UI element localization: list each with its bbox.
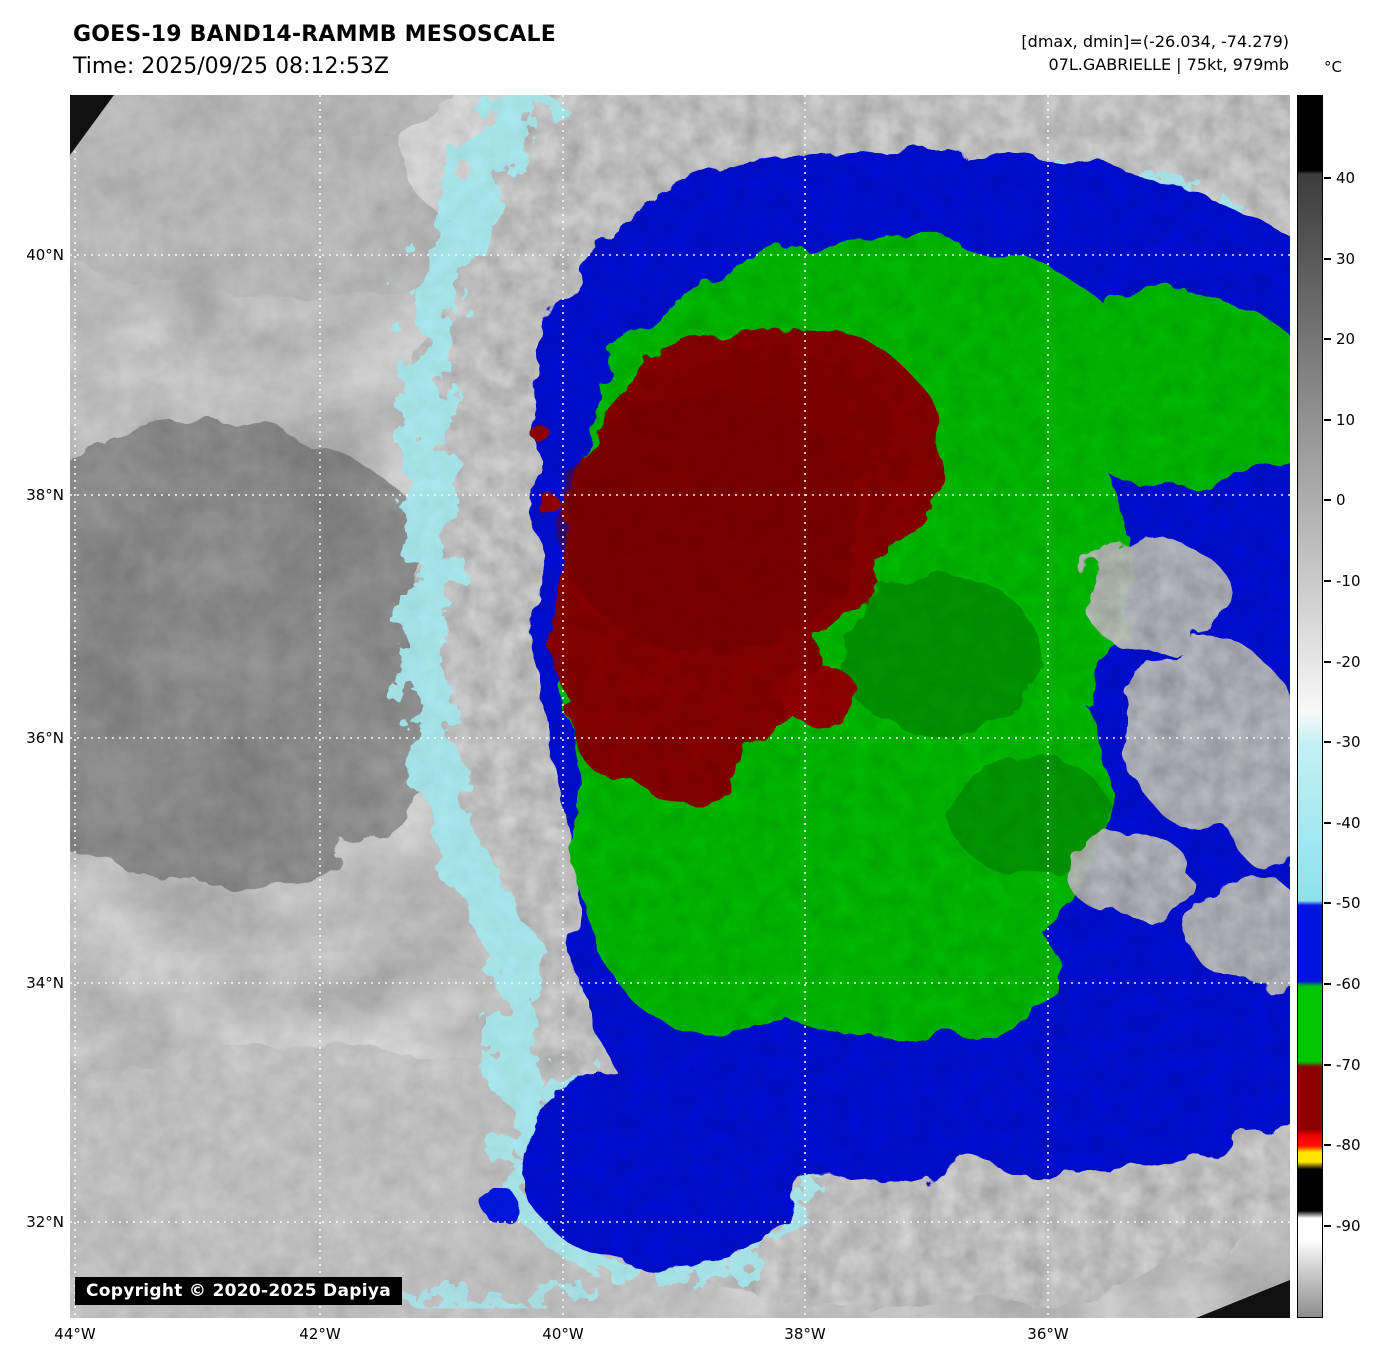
map-canvas: Copyright © 2020-2025 Dapiya [70,95,1290,1318]
lon-label: 40°W [542,1325,584,1343]
corner-masks [70,95,1290,1318]
lat-label: 38°N [26,486,64,504]
satellite-scene [70,95,1290,1318]
lon-label: 38°W [784,1325,826,1343]
colorbar-tick [1324,580,1331,582]
timestamp: Time: 2025/09/25 08:12:53Z [73,54,389,79]
colorbar-tick-label: -30 [1336,733,1361,751]
colorbar-tick [1324,1064,1331,1066]
colorbar-tick [1324,499,1331,501]
colorbar-tick [1324,258,1331,260]
colorbar-tick [1324,741,1331,743]
header-right: [dmax, dmin]=(-26.034, -74.279) 07L.GABR… [1021,30,1289,76]
page-title: GOES-19 BAND14-RAMMB MESOSCALE [73,22,556,47]
dmax-dmin-readout: [dmax, dmin]=(-26.034, -74.279) [1021,32,1289,51]
colorbar-tick [1324,822,1331,824]
colorbar-tick-label: 20 [1336,330,1356,348]
colorbar-tick [1324,1144,1331,1146]
storm-info: 07L.GABRIELLE | 75kt, 979mb [1048,55,1289,74]
colorbar-tick-label: -80 [1336,1136,1361,1154]
colorbar-tick [1324,661,1331,663]
lat-label: 32°N [26,1213,64,1231]
colorbar-tick [1324,177,1331,179]
colorbar-tick-label: -10 [1336,572,1361,590]
colorbar-tick-label: -90 [1336,1217,1361,1235]
colorbar-unit-label: °C [1324,58,1342,76]
colorbar-tick-label: 30 [1336,250,1356,268]
colorbar-tick-label: -60 [1336,975,1361,993]
colorbar-tick-label: -40 [1336,814,1361,832]
colorbar-tick-label: -50 [1336,894,1361,912]
colorbar-tick-label: 10 [1336,411,1356,429]
colorbar-tick-label: 40 [1336,169,1356,187]
colorbar-tick [1324,983,1331,985]
lon-label: 36°W [1027,1325,1069,1343]
colorbar-tick [1324,1225,1331,1227]
colorbar-tick-label: -20 [1336,653,1361,671]
lon-label: 42°W [299,1325,341,1343]
grain-overlay [70,95,1290,1318]
colorbar-tick-label: -70 [1336,1056,1361,1074]
colorbar-tick [1324,902,1331,904]
lat-label: 34°N [26,974,64,992]
gridlines [70,95,1290,1318]
temperature-colorbar [1297,95,1323,1318]
copyright-badge: Copyright © 2020-2025 Dapiya [75,1277,402,1305]
colorbar-tick-label: 0 [1336,491,1346,509]
colorbar-tick [1324,338,1331,340]
lat-label: 36°N [26,729,64,747]
lon-label: 44°W [54,1325,96,1343]
lat-label: 40°N [26,246,64,264]
colorbar-tick [1324,419,1331,421]
